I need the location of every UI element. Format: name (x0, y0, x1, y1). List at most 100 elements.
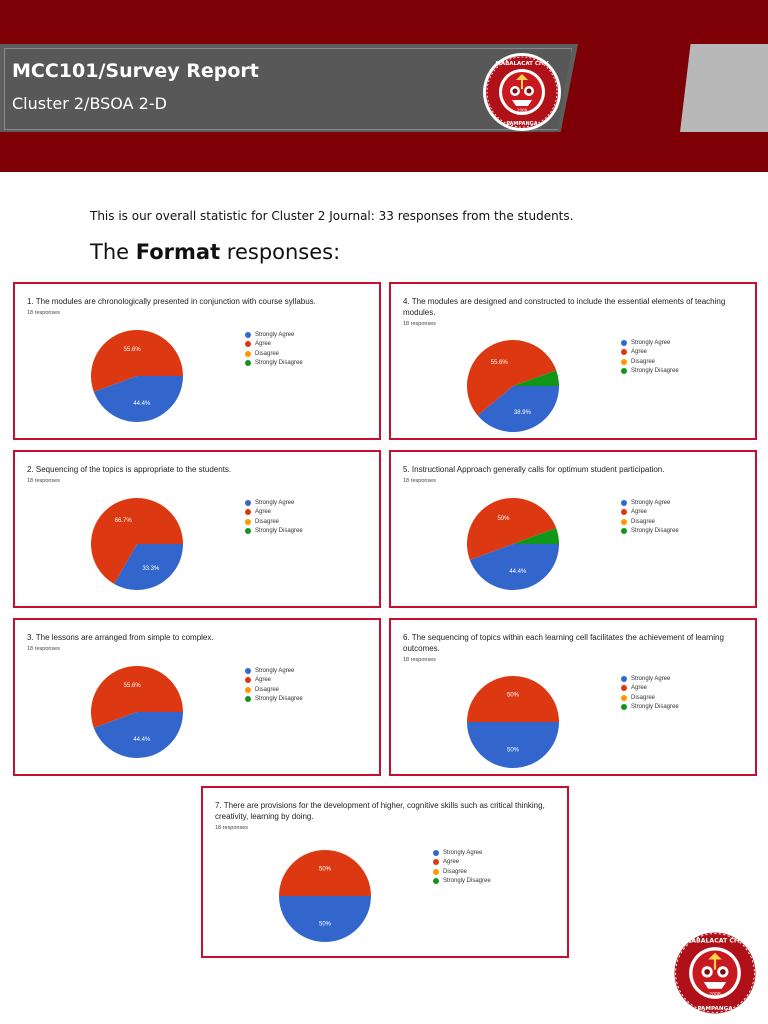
legend-item-strongly-disagree: Strongly Disagree (621, 703, 679, 713)
chart-legend: Strongly Agree Agree Disagree Strongly Disa… (621, 338, 679, 376)
pie-label-strongly-agree: 50% (319, 922, 332, 928)
pie-label-agree: 50% (507, 692, 520, 698)
question-title: 1. The modules are chronologically prese… (27, 296, 369, 319)
legend-dot-icon (245, 696, 251, 703)
legend-item-agree: Agree (621, 348, 679, 358)
pie-chart: 33.3% 66.7% (91, 498, 183, 590)
legend-label: Strongly Disagree (631, 368, 679, 375)
legend-dot-icon (245, 509, 251, 516)
response-count: 18 responses (403, 478, 437, 484)
legend-label: Strongly Disagree (255, 528, 303, 535)
legend-dot-icon (245, 331, 251, 338)
question-text: 7. There are provisions for the developm… (215, 801, 545, 821)
report-subtitle: Cluster 2/BSOA 2-D (12, 94, 167, 113)
legend-label: Disagree (631, 518, 656, 525)
section-title-prefix: The (90, 240, 136, 264)
pie-label-agree: 55.6% (124, 683, 142, 689)
legend-label: Strongly Agree (631, 675, 671, 682)
legend-label: Strongly Disagree (631, 704, 679, 711)
legend-dot-icon (245, 360, 251, 367)
pie-slice-strongly-agree (114, 544, 183, 590)
pie-label-strongly-agree: 33.3% (142, 566, 160, 572)
chart-card-q1: 1. The modules are chronologically prese… (13, 282, 381, 440)
legend-dot-icon (621, 368, 627, 375)
legend-item-agree: Agree (621, 508, 679, 518)
legend-label: Agree (631, 509, 648, 516)
pie-label-agree: 66.7% (115, 518, 133, 524)
intro-text: This is our overall statistic for Cluste… (90, 209, 574, 223)
pie-label-strongly-agree: 44.4% (133, 401, 151, 407)
legend-dot-icon (245, 686, 251, 693)
section-title-bold: Format (135, 240, 221, 264)
response-count: 18 responses (27, 646, 61, 652)
legend-label: Disagree (631, 694, 656, 701)
pie-label-strongly-agree: 38.9% (514, 410, 532, 416)
response-count: 18 responses (27, 478, 61, 484)
report-title: MCC101/Survey Report (12, 60, 259, 82)
legend-item-strongly-disagree: Strongly Disagree (621, 367, 679, 377)
pie-slice-strongly-agree (477, 386, 559, 432)
legend-label: Agree (255, 677, 272, 684)
legend-dot-icon (621, 675, 627, 682)
legend-dot-icon (621, 339, 627, 346)
pie-label-agree: 55.6% (491, 360, 509, 366)
pie-label-agree: 50% (319, 866, 332, 872)
legend-item-agree: Agree (245, 676, 303, 686)
legend-dot-icon (433, 859, 439, 866)
chart-card-q4: 4. The modules are designed and construc… (389, 282, 757, 440)
chart-legend: Strongly Agree Agree Disagree Strongly Disa… (433, 848, 491, 886)
legend-item-strongly-agree: Strongly Agree (621, 674, 679, 684)
pie-slice-strongly-agree (469, 544, 559, 590)
legend-label: Strongly Disagree (255, 360, 303, 367)
legend-dot-icon (245, 350, 251, 357)
pie-label-agree: 50% (497, 516, 510, 522)
svg-text:MABALACAT CITY: MABALACAT CITY (495, 61, 549, 67)
question-title: 3. The lessons are arranged from simple … (27, 632, 369, 655)
header-title-panel-inner (4, 48, 572, 130)
question-text: 5. Instructional Approach generally call… (403, 465, 665, 474)
legend-label: Strongly Agree (631, 339, 671, 346)
legend-label: Strongly Agree (631, 499, 671, 506)
question-text: 4. The modules are designed and construc… (403, 297, 726, 317)
pie-label-strongly-agree: 44.4% (133, 737, 151, 743)
svg-text:MABALACAT CITY: MABALACAT CITY (685, 938, 745, 945)
legend-label: Strongly Agree (255, 499, 295, 506)
chart-card-q3: 3. The lessons are arranged from simple … (13, 618, 381, 776)
legend-dot-icon (433, 868, 439, 875)
response-count: 18 responses (215, 825, 249, 831)
question-title: 4. The modules are designed and construc… (403, 296, 745, 330)
pie-label-strongly-agree: 44.4% (509, 569, 527, 575)
legend-label: Agree (255, 341, 272, 348)
response-count: 18 responses (403, 321, 437, 327)
legend-item-strongly-disagree: Strongly Disagree (245, 695, 303, 705)
question-text: 1. The modules are chronologically prese… (27, 297, 316, 306)
legend-item-strongly-agree: Strongly Agree (433, 848, 491, 858)
legend-item-disagree: Disagree (621, 693, 679, 703)
chart-legend: Strongly Agree Agree Disagree Strongly Disa… (245, 666, 303, 704)
pie-chart: 38.9% 55.6% (467, 340, 559, 432)
chart-card-q6: 6. The sequencing of topics within each … (389, 618, 757, 776)
legend-item-disagree: Disagree (433, 867, 491, 877)
legend-item-agree: Agree (245, 340, 303, 350)
chart-card-q2: 2. Sequencing of the topics is appropria… (13, 450, 381, 608)
legend-dot-icon (245, 667, 251, 674)
legend-dot-icon (621, 499, 627, 506)
question-title: 6. The sequencing of topics within each … (403, 632, 745, 666)
pie-slice-agree (466, 497, 557, 560)
legend-label: Strongly Disagree (443, 878, 491, 885)
legend-item-strongly-disagree: Strongly Disagree (245, 527, 303, 537)
header-accent-block (680, 44, 768, 132)
legend-label: Strongly Agree (443, 849, 483, 856)
legend-dot-icon (621, 694, 627, 701)
question-text: 6. The sequencing of topics within each … (403, 633, 724, 653)
legend-dot-icon (621, 704, 627, 711)
legend-label: Agree (255, 509, 272, 516)
pie-slice-strongly-agree (467, 722, 559, 768)
response-count: 18 responses (27, 310, 61, 316)
legend-dot-icon (245, 518, 251, 525)
legend-label: Agree (443, 859, 460, 866)
legend-item-agree: Agree (433, 858, 491, 868)
section-title-suffix: responses: (220, 240, 341, 264)
chart-legend: Strongly Agree Agree Disagree Strongly Disa… (621, 674, 679, 712)
legend-dot-icon (621, 528, 627, 535)
